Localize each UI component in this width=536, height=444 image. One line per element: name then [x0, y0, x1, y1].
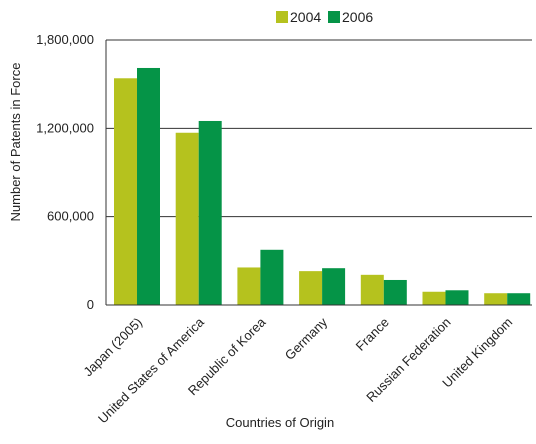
- legend-swatch-2004: [276, 11, 288, 23]
- x-axis-title: Countries of Origin: [226, 415, 334, 430]
- bar-2006-1: [198, 120, 222, 305]
- bars: [114, 67, 531, 306]
- legend-label-2004: 2004: [290, 9, 321, 25]
- y-tick-label: 600,000: [47, 209, 94, 224]
- x-tick-label: Japan (2005): [80, 315, 145, 380]
- legend: 2004 2006: [276, 9, 373, 25]
- gridlines: [106, 39, 532, 218]
- x-tick-label: France: [353, 315, 392, 354]
- bar-2004-2: [237, 267, 261, 305]
- bar-2006-5: [445, 290, 469, 305]
- bar-2004-1: [175, 132, 199, 305]
- y-tick-labels: 0 600,000 1,200,000 1,800,000: [36, 32, 94, 312]
- bar-2004-4: [360, 274, 384, 305]
- legend-swatch-2006: [328, 11, 340, 23]
- y-tick-label: 1,800,000: [36, 32, 94, 47]
- bar-2004-6: [484, 293, 508, 305]
- axes: [105, 40, 532, 306]
- bar-2006-2: [260, 249, 284, 305]
- bar-2006-0: [137, 67, 160, 305]
- x-tick-label: Germany: [282, 314, 331, 363]
- legend-label-2006: 2006: [342, 9, 373, 25]
- bar-2006-4: [383, 279, 407, 305]
- bar-2006-3: [322, 268, 346, 305]
- bar-2006-6: [507, 293, 531, 305]
- x-tick-label: United States of America: [95, 314, 207, 426]
- bar-2004-5: [422, 291, 446, 305]
- y-tick-label: 0: [87, 297, 94, 312]
- y-tick-label: 1,200,000: [36, 120, 94, 135]
- x-tick-labels: Japan (2005)United States of AmericaRepu…: [80, 314, 515, 426]
- bar-2004-3: [299, 271, 323, 305]
- y-axis-title: Number of Patents in Force: [8, 63, 23, 222]
- bar-2004-0: [114, 78, 137, 306]
